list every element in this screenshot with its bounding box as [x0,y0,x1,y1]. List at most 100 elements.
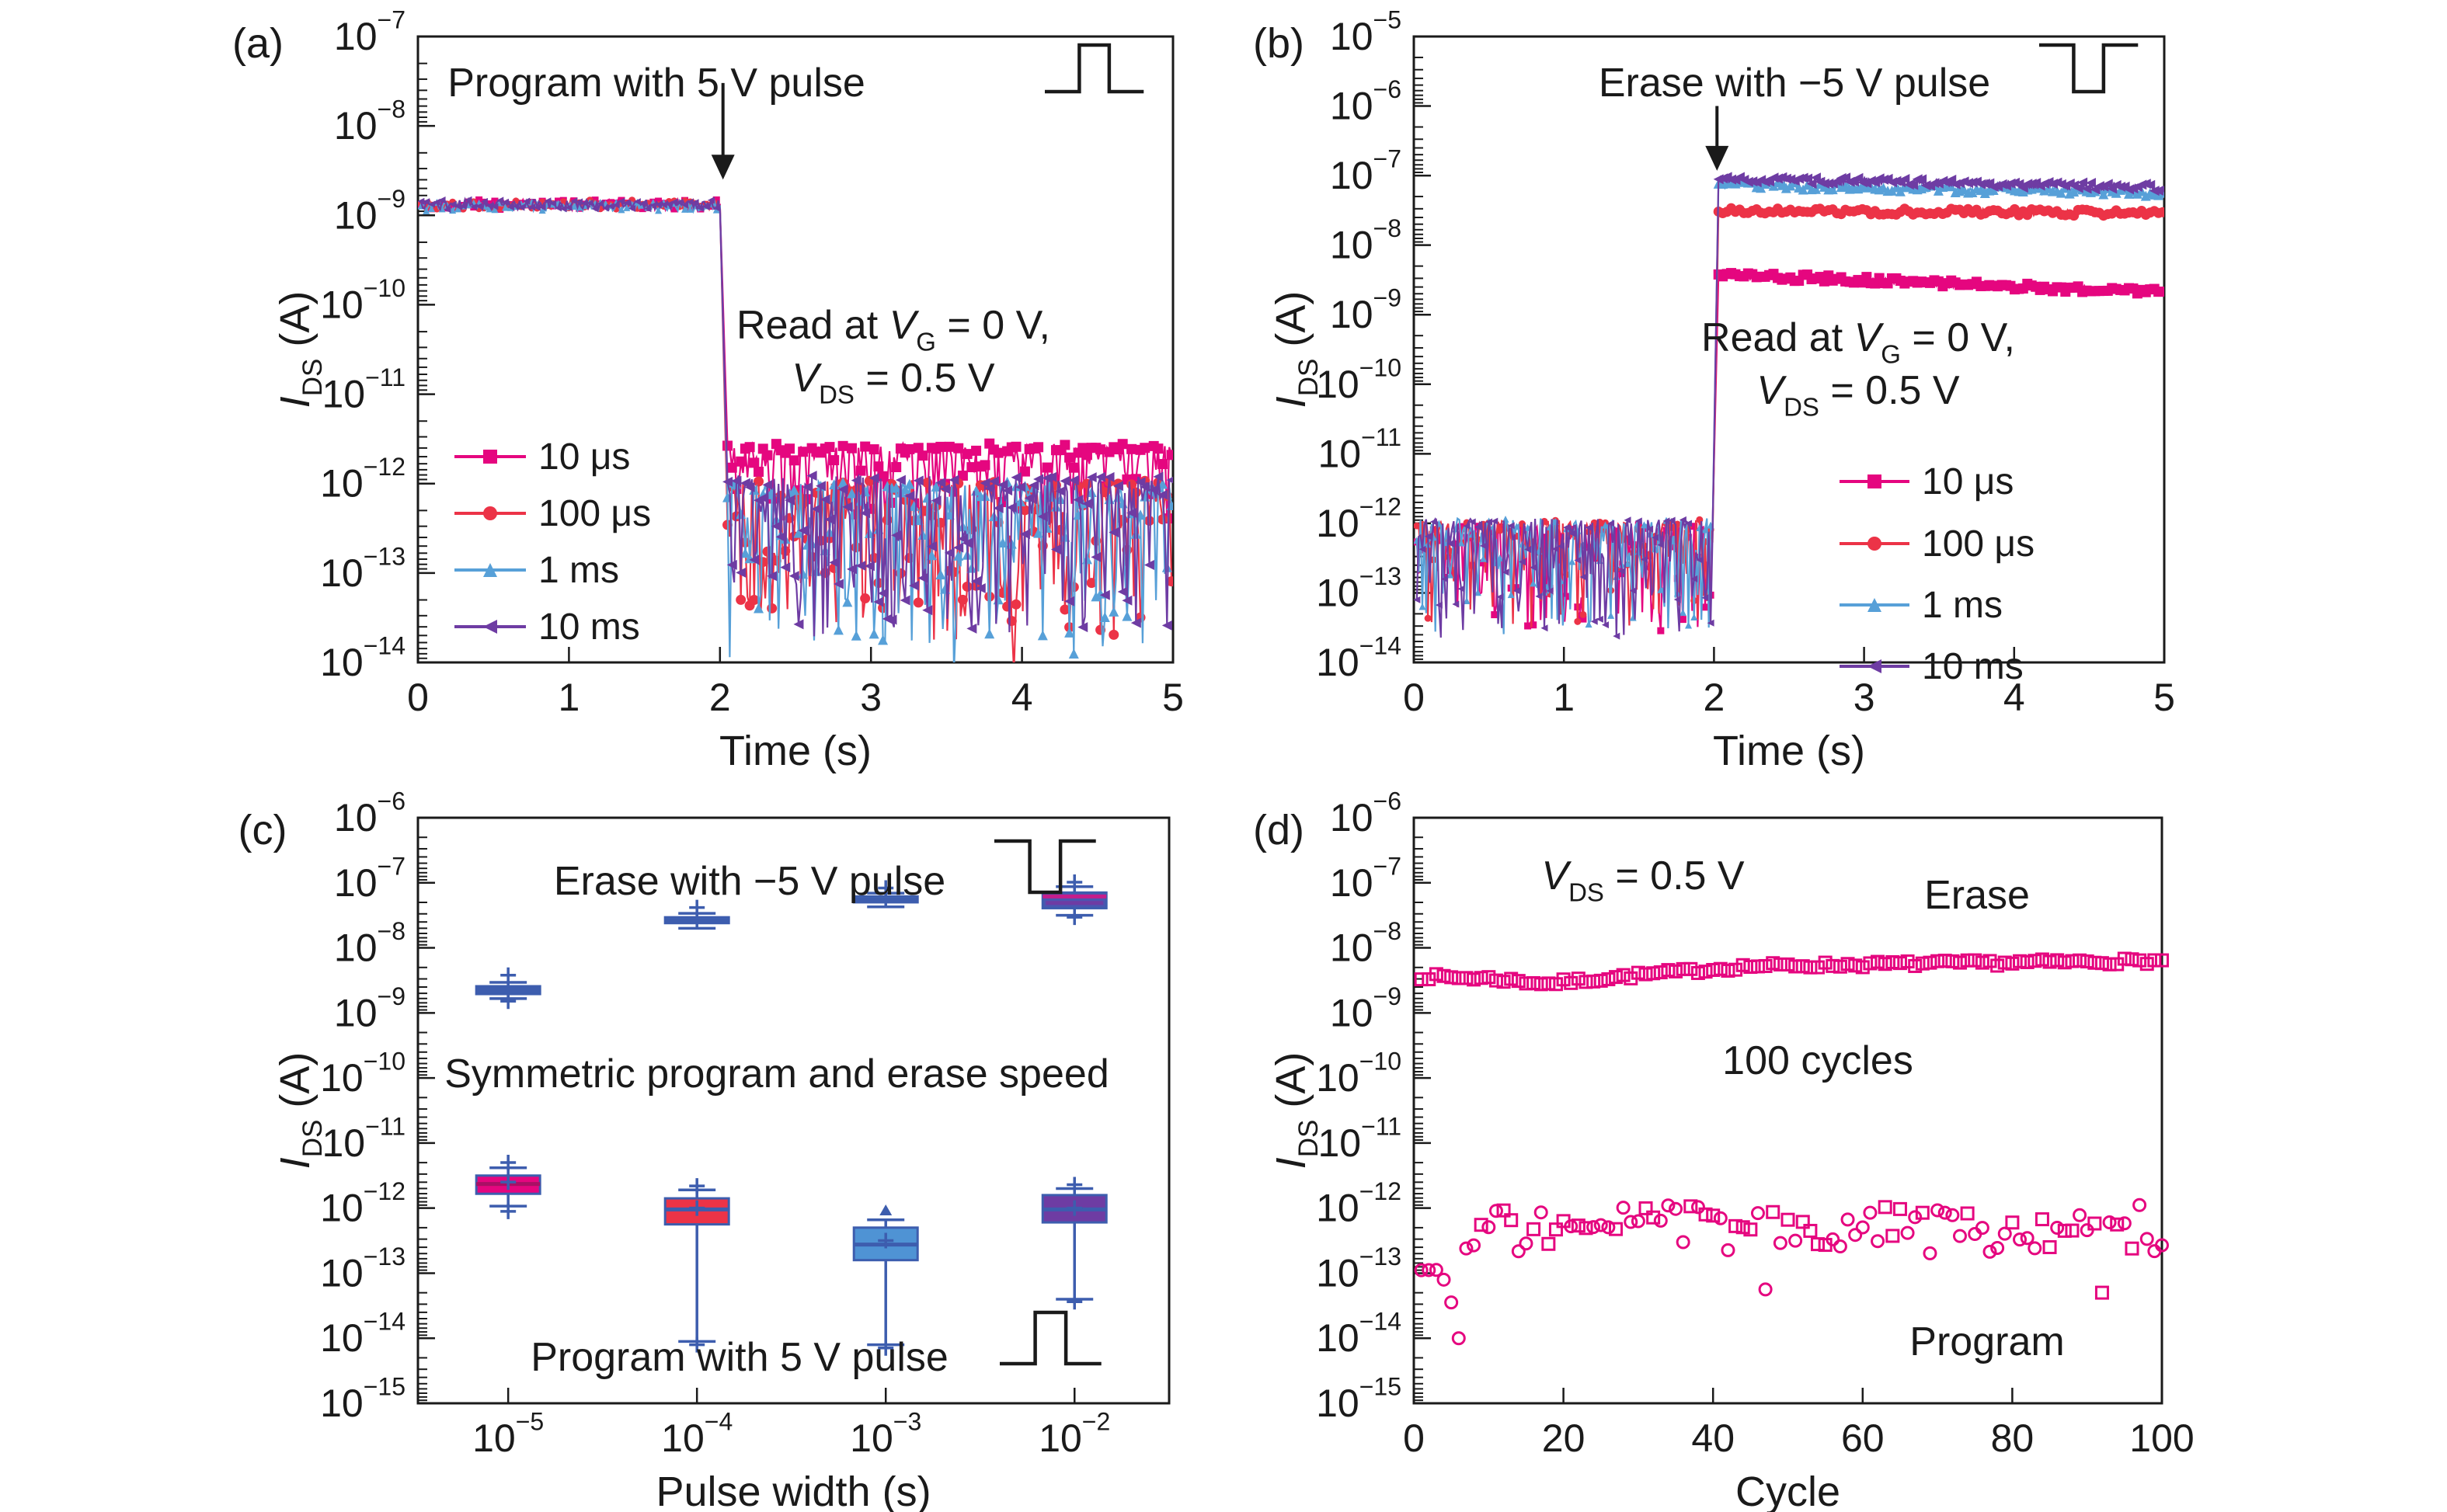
marker-open-square [1915,956,1930,971]
marker-open-circle [2102,1215,2117,1229]
marker-triangle-left [607,203,614,210]
marker-triangle-left [842,502,853,513]
marker-circle [1579,610,1587,618]
marker-triangle-left [2145,179,2156,190]
marker-triangle-left [538,203,546,211]
marker-triangle-left [1143,559,1154,570]
marker-open-square [1638,967,1653,982]
marker-triangle-left [418,197,425,205]
marker-square [837,440,848,451]
marker-triangle-left [1064,596,1075,607]
marker-open-square [1474,1218,1488,1232]
y-axis-title: IDS (A) [272,291,328,408]
y-tick-label: 10−8 [334,96,406,148]
marker-open-circle [1855,1220,1870,1235]
x-axis: 10−5 10−4 10−3 10−2 [472,1388,1110,1460]
marker-open-square [1892,1201,1907,1216]
marker-square [491,197,499,205]
y-tick-label: 10−5 [1330,6,1401,59]
marker-triangle-left [2157,186,2164,193]
marker-triangle-left [895,474,906,485]
marker-triangle-left [785,495,795,506]
legend-label: 1 ms [1922,585,2003,626]
marker-triangle-left [1463,522,1471,530]
program-pulse-text: Program with 5 V pulse [531,1335,949,1380]
box-plot-program [475,1155,541,1219]
marker-triangle-up [1585,620,1592,628]
y-tick-label: 10−10 [1316,353,1401,406]
marker-open-square [1706,1208,1721,1223]
marker-open-square [2155,953,2169,968]
marker-triangle-left [686,198,694,206]
marker-triangle-left [824,514,835,525]
erase-pulse-text: Erase with −5 V pulse [1599,61,1990,106]
marker-triangle-up [935,569,946,580]
marker-open-square [1683,961,1698,976]
marker-open-square [1488,973,1503,988]
marker-open-square [2042,1239,2057,1254]
marker-triangle-up [837,477,848,488]
marker-triangle-left [1634,517,1642,525]
marker-triangle-up [1496,554,1504,561]
marker-circle [922,478,933,488]
marker-open-square [1728,962,1743,977]
marker-triangle-up [868,628,879,639]
marker-open-square [2087,1216,2102,1231]
positive-pulse-icon [1045,43,1144,94]
plot-frame [1412,35,2166,664]
y-tick-label: 10−10 [320,274,406,327]
marker-triangle-up [1037,630,1048,641]
y-tick-label: 10−13 [320,1243,406,1295]
panel-c: 10−6 10−7 10−8 10−9 10−10 10−11 10−12 10−13 10−1… [238,787,1171,1512]
marker-square [1140,443,1150,454]
marker-open-circle [1601,1220,1616,1235]
marker-open-square [1444,970,1459,985]
x-tick-label: 10−4 [661,1408,733,1461]
marker-square [712,196,720,203]
marker-triangle-left [997,479,1008,490]
legend-label: 1 ms [538,550,619,591]
series-line [419,197,1173,662]
marker-open-square [1698,965,1713,979]
marker-open-square [1669,964,1683,978]
marker-triangle-left [962,537,973,548]
marker-open-square [2139,957,2154,972]
marker-open-square [2020,954,2035,969]
marker-triangle-up [1099,611,1110,622]
box-plot-erase [852,880,919,909]
marker-triangle-left [533,203,541,211]
marker-triangle-left [749,554,760,565]
marker-open-circle [1908,1210,1923,1225]
marker-triangle-left [1429,518,1437,526]
program-label: Program [1909,1319,2064,1364]
series-10-ms [418,196,1173,637]
marker-triangle-left [1967,177,1978,188]
marker-triangle-left [523,197,531,205]
marker-triangle-up [788,485,799,495]
marker-circle [1496,527,1504,534]
x-tick-label: 0 [407,676,429,719]
marker-open-square [2057,955,2072,970]
marker-open-square [1997,955,2012,970]
x-tick-label: 100 [2129,1416,2194,1460]
marker-open-square [1646,1210,1661,1225]
series-erase [1414,951,2169,992]
marker-triangle-left [517,203,525,211]
marker-square [860,441,871,452]
marker-open-square [2080,954,2094,969]
marker-open-circle [2139,1232,2154,1246]
marker-triangle-left [1050,544,1061,555]
marker-square [1491,611,1498,619]
marker-square [1540,534,1548,541]
marker-open-circle [1676,1235,1690,1250]
marker-triangle-left [873,596,884,607]
marker-triangle-up [1157,478,1168,489]
marker-triangle-left [1798,172,1808,183]
marker-triangle-left [681,201,689,209]
marker-triangle-up [1042,523,1053,534]
marker-triangle-left [1068,474,1079,485]
marker-triangle-left [820,494,830,505]
marker-triangle-left [1015,481,1026,492]
marker-triangle-left [1607,520,1615,527]
y-tick-label: 10−13 [320,542,406,595]
